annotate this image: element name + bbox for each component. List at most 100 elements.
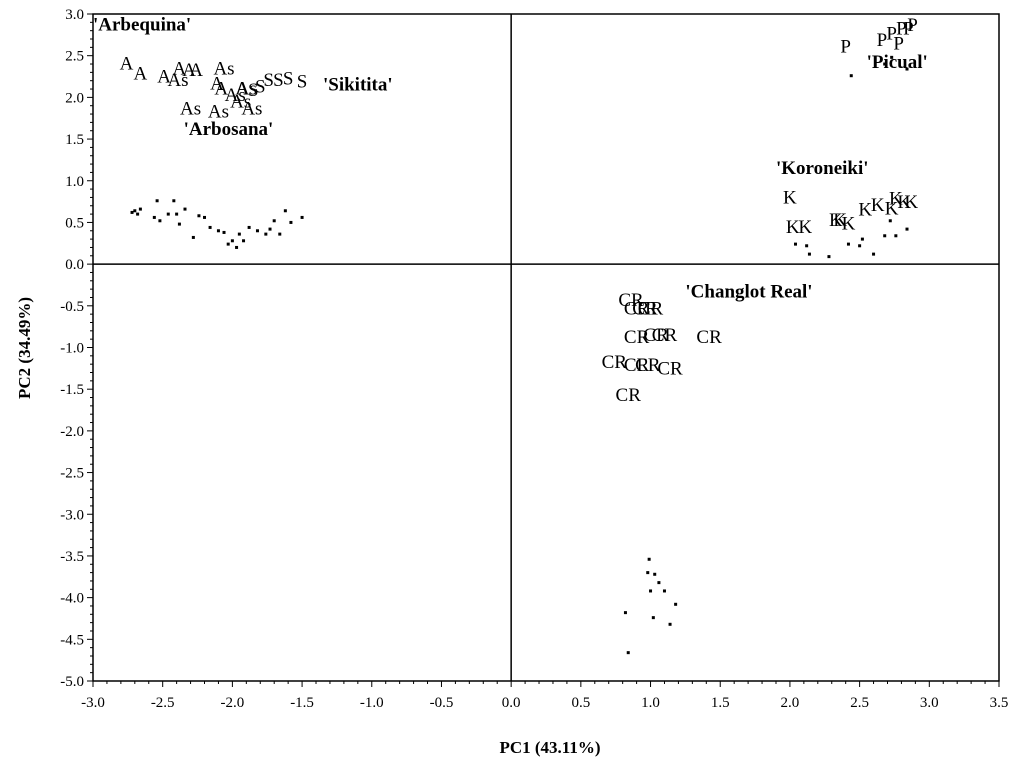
data-point bbox=[623, 611, 627, 615]
data-point bbox=[172, 199, 176, 203]
point-label-a: A bbox=[189, 60, 203, 81]
point-label-p: P bbox=[907, 15, 918, 36]
tick-labels: -3.0 -2.5 -2.0 -1.5 -1.0 -0.5 0.0 0.5 1.0 1.5 2.0 2… bbox=[60, 7, 1008, 711]
data-point bbox=[657, 581, 661, 585]
point-label-s: S bbox=[255, 77, 266, 98]
point-label-p: P bbox=[893, 33, 904, 54]
data-point bbox=[242, 239, 246, 243]
point-label-s: S bbox=[297, 72, 308, 93]
data-point bbox=[668, 622, 672, 626]
data-point bbox=[905, 227, 909, 231]
point-label-k: K bbox=[829, 210, 843, 231]
y-tick-label: 3.0 bbox=[65, 7, 84, 23]
cultivar-label: 'Arbosana' bbox=[184, 119, 274, 140]
data-point bbox=[649, 589, 653, 593]
data-point bbox=[283, 209, 287, 213]
data-point bbox=[289, 220, 293, 224]
point-label-cr: CR bbox=[638, 298, 664, 319]
point-label-s: S bbox=[283, 68, 294, 89]
x-tick-label: 2.5 bbox=[850, 695, 869, 711]
x-tick-label: 2.0 bbox=[781, 695, 800, 711]
point-label-as: As bbox=[180, 98, 201, 119]
x-tick-label: 1.5 bbox=[711, 695, 730, 711]
x-tick-label: -1.5 bbox=[290, 695, 314, 711]
y-tick-label: -0.5 bbox=[60, 299, 84, 315]
cultivar-label: 'Picual' bbox=[867, 52, 928, 73]
x-axis-title: PC1 (43.11%) bbox=[499, 738, 600, 757]
data-point bbox=[191, 235, 195, 239]
cultivar-label: 'Sikitita' bbox=[323, 75, 393, 96]
data-point bbox=[268, 227, 272, 231]
data-point bbox=[278, 232, 282, 236]
data-point bbox=[203, 215, 207, 219]
point-label-p: P bbox=[903, 18, 914, 39]
data-point bbox=[226, 242, 230, 246]
data-point bbox=[860, 237, 864, 241]
data-point bbox=[130, 210, 134, 214]
point-label-cr: CR bbox=[616, 385, 642, 406]
point-label-k: K bbox=[897, 192, 911, 213]
point-label-k: K bbox=[786, 217, 800, 238]
point-label-a: A bbox=[120, 53, 134, 74]
data-point bbox=[793, 242, 797, 246]
point-label-a: A bbox=[210, 73, 224, 94]
data-point bbox=[230, 239, 234, 243]
data-point bbox=[805, 244, 809, 248]
y-axis-title: PC2 (34.49%) bbox=[15, 297, 34, 399]
data-point bbox=[888, 219, 892, 223]
y-tick-label: -5.0 bbox=[60, 674, 84, 690]
x-tick-label: 3.5 bbox=[990, 695, 1009, 711]
point-label-as: As bbox=[236, 78, 257, 99]
point-label-k: K bbox=[889, 188, 903, 209]
y-tick-label: -4.0 bbox=[60, 591, 84, 607]
data-point bbox=[858, 244, 862, 248]
point-label-s: S bbox=[248, 80, 259, 101]
point-label-k: K bbox=[871, 195, 885, 216]
point-label-a: A bbox=[157, 67, 171, 88]
data-point bbox=[890, 55, 894, 59]
y-tick-label: -2.0 bbox=[60, 424, 84, 440]
point-label-p: P bbox=[877, 30, 888, 51]
point-label-a: A bbox=[235, 78, 249, 99]
point-label-a: A bbox=[182, 60, 196, 81]
x-tick-label: -0.5 bbox=[430, 695, 454, 711]
point-label-as: As bbox=[208, 102, 229, 123]
data-point bbox=[827, 255, 831, 259]
axes bbox=[87, 13, 1000, 687]
cultivar-label: 'Koroneiki' bbox=[776, 158, 869, 179]
point-label-k: K bbox=[858, 199, 872, 220]
point-label-cr: CR bbox=[624, 298, 650, 319]
x-tick-label: 1.0 bbox=[641, 695, 660, 711]
point-label-cr: CR bbox=[696, 327, 722, 348]
point-label-s: S bbox=[263, 70, 274, 91]
data-point bbox=[158, 219, 162, 223]
data-point bbox=[183, 207, 187, 211]
data-point bbox=[905, 67, 909, 71]
point-label-cr: CR bbox=[632, 298, 658, 319]
point-label-p: P bbox=[886, 23, 897, 44]
cultivar-labels: 'Arbequina' 'Sikitita' 'Arbosana' 'Picual' '… bbox=[93, 15, 928, 303]
data-point bbox=[247, 225, 251, 229]
data-point bbox=[136, 212, 140, 216]
x-tick-label: -2.5 bbox=[151, 695, 175, 711]
data-point bbox=[653, 572, 657, 576]
data-point bbox=[208, 225, 212, 229]
y-tick-label: -1.5 bbox=[60, 382, 84, 398]
point-label-k: K bbox=[885, 198, 899, 219]
point-label-cr: CR bbox=[624, 355, 650, 376]
point-label-p: P bbox=[896, 18, 907, 39]
data-point bbox=[626, 651, 630, 655]
point-label-k: K bbox=[783, 188, 797, 209]
y-tick-label: -2.5 bbox=[60, 466, 84, 482]
cultivar-label: 'Changlot Real' bbox=[685, 281, 812, 302]
point-label-cr: CR bbox=[643, 325, 669, 346]
point-label-as: As bbox=[225, 85, 246, 106]
point-label-a: A bbox=[173, 58, 187, 79]
point-label-k: K bbox=[833, 210, 847, 231]
data-point bbox=[647, 557, 651, 561]
data-point bbox=[235, 245, 239, 249]
point-label-a: A bbox=[134, 63, 148, 84]
data-point bbox=[883, 62, 887, 66]
data-point bbox=[894, 234, 898, 238]
